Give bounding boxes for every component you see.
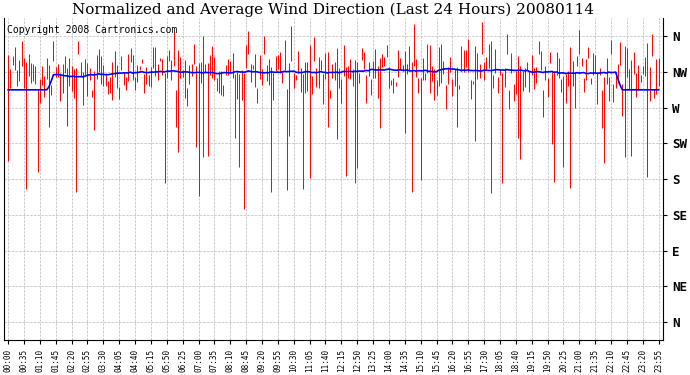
Title: Normalized and Average Wind Direction (Last 24 Hours) 20080114: Normalized and Average Wind Direction (L… [72,3,594,17]
Text: Copyright 2008 Cartronics.com: Copyright 2008 Cartronics.com [7,25,177,35]
